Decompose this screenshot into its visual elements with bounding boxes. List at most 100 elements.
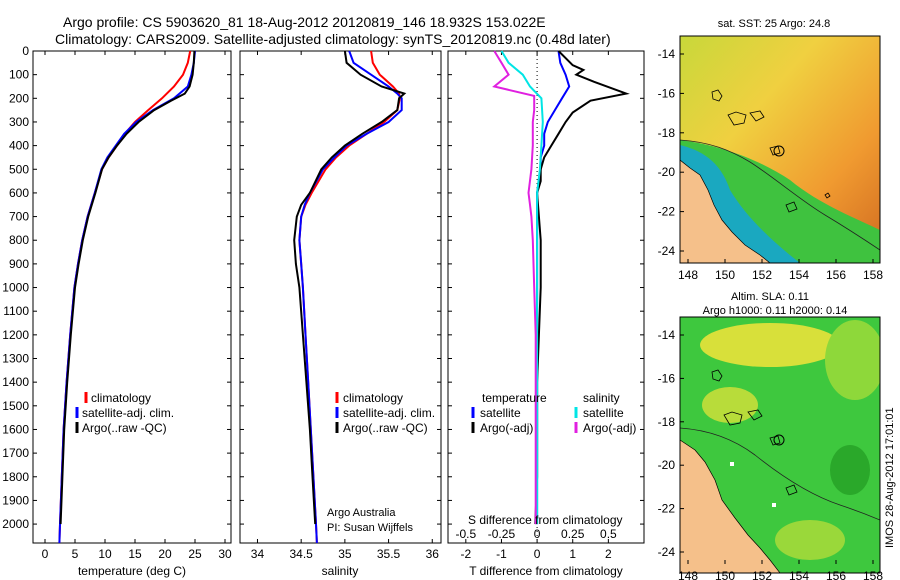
- x2-tick-label: -0.5: [455, 527, 476, 541]
- x-tick-label: 34: [251, 547, 265, 561]
- legend-s-argo: Argo(-adj): [583, 421, 636, 435]
- difference-panel: [447, 50, 645, 544]
- x-tick-label: 30: [218, 547, 232, 561]
- sla-high-zone: [700, 323, 840, 367]
- lon-tick-label: 148: [678, 268, 698, 282]
- lon-tick-label: 150: [715, 268, 735, 282]
- y-tick-label: 900: [9, 257, 29, 271]
- legend-satellite: satellite-adj. clim.: [82, 406, 174, 420]
- lon-tick-label: 158: [863, 569, 883, 580]
- bathymetry-contour: [680, 427, 880, 521]
- lat-tick-label: -22: [658, 502, 676, 516]
- lon-tick-label: 156: [826, 268, 846, 282]
- temperature-xlabel: temperature (deg C): [78, 564, 186, 578]
- legend-temperature-title: temperature: [482, 391, 547, 405]
- sla-map-title2: Argo h1000: 0.11 h2000: 0.14: [703, 305, 848, 317]
- series-line-satellite: [58, 50, 196, 544]
- legend-climatology: climatology: [91, 391, 151, 405]
- lon-tick-label: 152: [752, 268, 772, 282]
- series-line-s-argo: [492, 50, 537, 525]
- x2-tick-label: 0.25: [561, 527, 585, 541]
- missing-data-marker: [772, 503, 776, 507]
- lat-tick-label: -24: [658, 545, 676, 559]
- sst-map-frame: [679, 35, 881, 264]
- series-line-s-satellite: [500, 50, 544, 525]
- argo-australia-label: Argo Australia: [327, 507, 396, 519]
- y-tick-label: 200: [9, 91, 29, 105]
- y-tick-label: 1300: [2, 352, 29, 366]
- sla-high-zone: [775, 520, 845, 560]
- legend-argo: Argo(..raw -QC): [343, 421, 428, 435]
- lon-tick-label: 152: [752, 569, 772, 580]
- x-tick-label: 0: [42, 547, 49, 561]
- y-tick-label: 1500: [2, 399, 29, 413]
- y-tick-label: 100: [9, 68, 29, 82]
- x-tick-label: 1: [569, 547, 576, 561]
- argo-position-marker: [773, 434, 785, 446]
- y-tick-label: 800: [9, 233, 29, 247]
- series-line-climatology: [58, 50, 192, 544]
- series-line-t-argo: [534, 50, 630, 525]
- x-tick-label: 15: [128, 547, 142, 561]
- sla-low-zone: [830, 445, 870, 495]
- lat-tick-label: -14: [658, 47, 676, 61]
- y-tick-label: 1400: [2, 375, 29, 389]
- x2-tick-label: 0: [534, 527, 541, 541]
- lon-tick-label: 154: [789, 268, 809, 282]
- temperature-panel: [32, 50, 232, 544]
- x-tick-label: 20: [158, 547, 172, 561]
- argo-position-marker: [773, 145, 785, 157]
- temperature-plot: 0100200300400500600700800900100011001200…: [2, 44, 232, 561]
- y-tick-label: 600: [9, 186, 29, 200]
- y-tick-label: 1600: [2, 422, 29, 436]
- series-line-satellite: [298, 50, 403, 544]
- difference-xlabel: T difference from climatology: [469, 564, 623, 578]
- sst-map-title: sat. SST: 25 Argo: 24.8: [718, 18, 831, 30]
- lon-tick-label: 158: [863, 268, 883, 282]
- salinity-legend: climatology satellite-adj. clim. Argo(..…: [327, 391, 435, 534]
- x-tick-label: 35: [338, 547, 352, 561]
- y-tick-label: 400: [9, 139, 29, 153]
- y-tick-label: 0: [22, 44, 29, 58]
- salinity-plot: 34 34.5 35 35.5 36: [240, 50, 441, 561]
- bathymetry-contour: [680, 139, 880, 251]
- x-tick-label: 5: [72, 547, 79, 561]
- x2-tick-label: -0.25: [488, 527, 516, 541]
- lat-tick-label: -22: [658, 205, 676, 219]
- y-tick-label: 1700: [2, 446, 29, 460]
- x-tick-label: 0: [534, 547, 541, 561]
- reef-outline-icon: [711, 369, 798, 496]
- lat-tick-label: -18: [658, 126, 676, 140]
- sla-map-frame: [679, 316, 881, 574]
- difference-plot: -2 -1 0 1 2 -0.5 -0.25 0 0.25 0.5: [448, 50, 644, 561]
- lat-tick-label: -24: [658, 244, 676, 258]
- y-tick-label: 2000: [2, 517, 29, 531]
- series-line-argo: [293, 50, 407, 525]
- y-tick-label: 1100: [3, 304, 29, 318]
- lat-tick-label: -20: [658, 165, 676, 179]
- lat-tick-label: -20: [658, 458, 676, 472]
- y-tick-label: 300: [9, 115, 29, 129]
- legend-salinity-title: salinity: [583, 391, 620, 405]
- salinity-xlabel: salinity: [322, 564, 359, 578]
- legend-satellite: satellite-adj. clim.: [343, 406, 435, 420]
- x2-tick-label: 0.5: [600, 527, 617, 541]
- reef-outline-icon: [711, 89, 831, 213]
- x-tick-label: -2: [460, 547, 471, 561]
- x-tick-label: -1: [496, 547, 507, 561]
- legend-s-satellite: satellite: [583, 406, 624, 420]
- x-tick-label: 35.5: [377, 547, 401, 561]
- land-coast-icon: [680, 159, 771, 263]
- lon-tick-label: 154: [789, 569, 809, 580]
- land-coast-icon: [680, 439, 781, 573]
- x-tick-label: 34.5: [289, 547, 313, 561]
- lat-tick-label: -16: [658, 371, 676, 385]
- header-line1: Argo profile: CS 5903620_81 18-Aug-2012 …: [63, 14, 546, 30]
- y-tick-label: 700: [9, 210, 29, 224]
- y-tick-label: 1800: [2, 470, 29, 484]
- y-tick-label: 500: [9, 162, 29, 176]
- lon-tick-label: 156: [826, 569, 846, 580]
- imos-timestamp: IMOS 28-Aug-2012 17:01:01: [884, 407, 896, 548]
- y-tick-label: 1900: [2, 493, 29, 507]
